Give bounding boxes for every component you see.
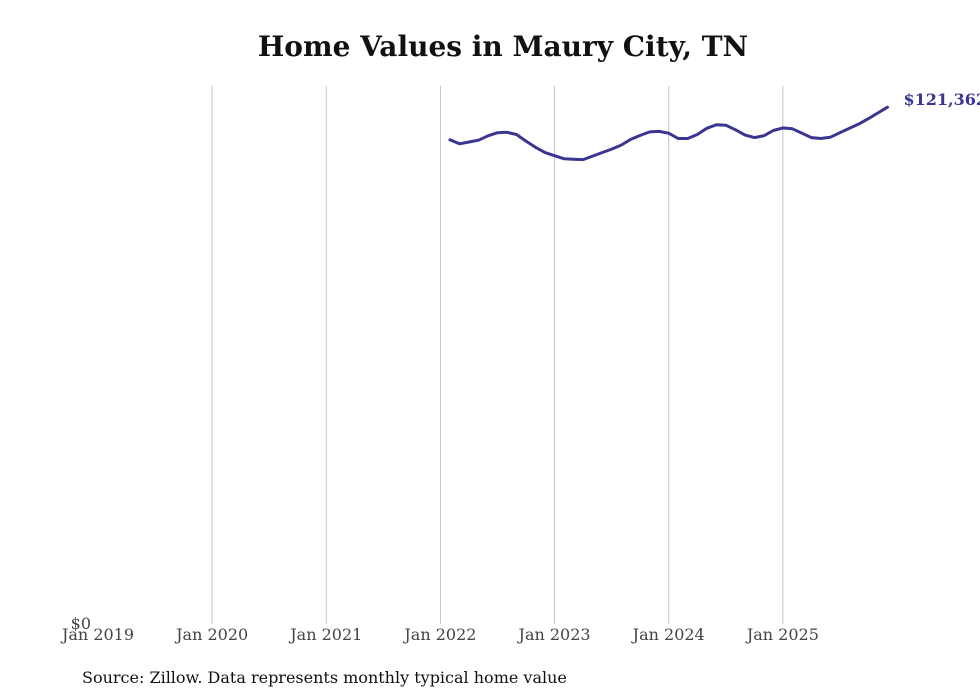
x-tick-label: Jan 2024 (631, 625, 705, 644)
end-value-label: $121,362 (903, 90, 980, 109)
x-tick-label: Jan 2021 (288, 625, 362, 644)
x-tick-label: Jan 2020 (174, 625, 248, 644)
source-note: Source: Zillow. Data represents monthly … (82, 668, 567, 687)
series-layer (448, 105, 889, 162)
series-line-0 (448, 105, 889, 162)
chart-title: Home Values in Maury City, TN (257, 30, 749, 63)
end-label-layer: $121,362 (903, 90, 980, 109)
x-tick-label: Jan 2019 (60, 625, 134, 644)
x-axis: Jan 2019 Jan 2020 Jan 2021 Jan 2022 Jan 2023… (60, 625, 819, 644)
x-tick-label: Jan 2025 (745, 625, 819, 644)
x-tick-label: Jan 2023 (517, 625, 591, 644)
y-axis: $0 (71, 614, 91, 633)
y-tick-label: $0 (71, 614, 91, 633)
x-tick-label: Jan 2022 (402, 625, 476, 644)
grid-lines (211, 86, 784, 624)
